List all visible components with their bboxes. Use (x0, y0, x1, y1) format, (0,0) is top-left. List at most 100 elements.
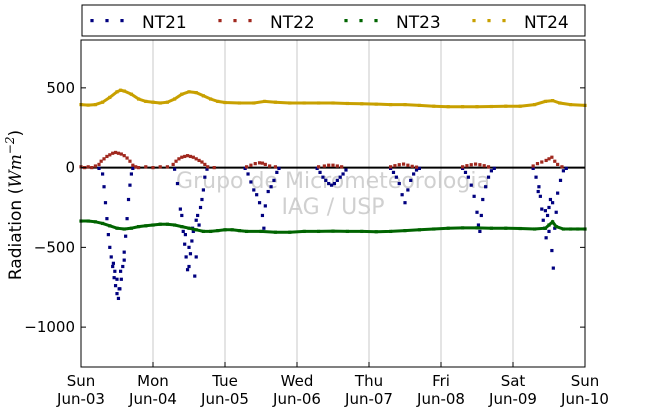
x-tick-day-7: Sun (571, 372, 600, 390)
point-NT21-44 (198, 205, 203, 210)
x-tick-date-1: Jun-04 (128, 390, 177, 408)
point-NT21-58 (255, 193, 259, 197)
point-NT22-10 (111, 151, 115, 155)
point-NT22-69 (544, 158, 548, 163)
point-NT21-57 (252, 188, 256, 192)
point-NT21-63 (266, 189, 270, 194)
point-NT21-4 (105, 217, 109, 221)
point-NT22-29 (185, 154, 190, 158)
point-NT21-26 (122, 258, 126, 262)
point-NT22-68 (540, 160, 544, 164)
y-axis-label-exponent: −2 (3, 136, 17, 154)
point-NT22-34 (200, 160, 204, 164)
point-NT22-38 (245, 165, 249, 169)
legend-marker-NT24-0 (472, 19, 476, 23)
series-NT23 (79, 219, 587, 234)
point-NT21-78 (344, 168, 348, 172)
point-NT21-86 (409, 178, 413, 182)
point-NT21-37 (188, 252, 193, 256)
point-NT22-66 (531, 164, 535, 168)
point-NT21-7 (109, 255, 113, 259)
point-NT21-8 (111, 264, 115, 269)
y-tick-label-0: 500 (46, 79, 75, 97)
point-NT22-56 (406, 163, 410, 167)
point-NT21-70 (321, 175, 325, 179)
point-NT22-18 (134, 165, 138, 169)
point-NT22-21 (151, 166, 155, 170)
point-NT22-45 (273, 165, 277, 169)
point-NT22-30 (188, 154, 193, 159)
point-NT21-36 (187, 264, 191, 269)
legend-marker-NT21-0 (90, 19, 94, 23)
point-NT21-30 (175, 181, 180, 186)
point-NT21-120 (558, 178, 563, 182)
legend-marker-NT21-1 (105, 19, 109, 23)
series-NT24 (79, 88, 587, 109)
point-NT22-24 (171, 162, 175, 167)
point-NT21-107 (538, 194, 542, 198)
y-axis-label: Radiation (Wm−2) (3, 130, 26, 280)
y-axis: 500 0 −500 −1000 (24, 79, 585, 336)
point-NT21-35 (185, 268, 190, 272)
point-NT21-91 (463, 170, 468, 174)
point-NT21-1 (101, 172, 105, 176)
point-NT21-47 (203, 175, 207, 179)
legend-marker-NT23-0 (344, 19, 348, 23)
point-NT22-67 (535, 162, 540, 166)
point-NT22-5 (97, 162, 101, 167)
point-NT21-109 (541, 218, 545, 222)
watermark: Grupo de Micrometeorologia IAG / USP (176, 169, 490, 220)
series-NT22 (79, 150, 564, 170)
point-NT22-58 (414, 165, 419, 169)
x-tick-day-1: Mon (137, 372, 169, 390)
point-NT21-85 (406, 188, 410, 192)
point-NT22-70 (547, 157, 551, 161)
point-NT22-33 (197, 158, 201, 163)
point-NT21-62 (263, 204, 267, 208)
point-NT22-44 (268, 164, 272, 168)
point-NT22-13 (119, 152, 123, 156)
point-NT21-2 (102, 185, 106, 189)
point-NT21-116 (551, 266, 555, 270)
point-NT21-60 (260, 213, 265, 218)
point-NT21-45 (200, 197, 204, 202)
point-NT21-99 (481, 197, 485, 202)
point-NT21-55 (246, 172, 250, 176)
point-NT21-33 (183, 242, 187, 246)
point-NT22-3 (90, 166, 94, 170)
legend-marker-NT23-2 (374, 19, 378, 23)
y-tick-label-1: 0 (65, 159, 75, 177)
point-NT21-80 (391, 170, 396, 174)
x-tick-date-2: Jun-05 (200, 390, 249, 408)
x-tick-day-2: Tue (211, 372, 238, 390)
point-NT22-64 (482, 164, 486, 168)
x-tick-day-3: Wed (281, 372, 314, 390)
point-NT22-59 (461, 165, 465, 169)
point-NT21-102 (489, 169, 493, 173)
point-NT21-23 (111, 261, 115, 265)
point-NT21-81 (394, 175, 398, 179)
point-NT22-36 (206, 165, 210, 169)
point-NT21-119 (556, 191, 560, 195)
point-NT22-50 (335, 164, 339, 168)
point-NT22-62 (473, 162, 478, 166)
legend-marker-NT24-1 (487, 19, 491, 23)
point-NT21-77 (341, 172, 345, 176)
point-NT21-100 (484, 185, 488, 189)
point-NT21-27 (113, 269, 117, 273)
point-NT21-76 (338, 175, 342, 179)
point-NT21-122 (564, 166, 568, 171)
point-NT21-31 (178, 207, 182, 211)
point-NT21-19 (126, 197, 131, 202)
legend-marker-NT23-1 (359, 19, 363, 23)
point-NT21-16 (122, 250, 126, 254)
point-NT22-27 (180, 155, 184, 159)
point-NT21-97 (478, 229, 482, 234)
legend-box (81, 4, 586, 37)
point-NT22-40 (253, 162, 257, 166)
x-tick-date-4: Jun-07 (344, 390, 393, 408)
point-NT21-98 (479, 213, 483, 218)
point-NT22-51 (340, 165, 344, 169)
point-NT21-74 (332, 181, 337, 186)
point-NT21-73 (329, 183, 334, 187)
